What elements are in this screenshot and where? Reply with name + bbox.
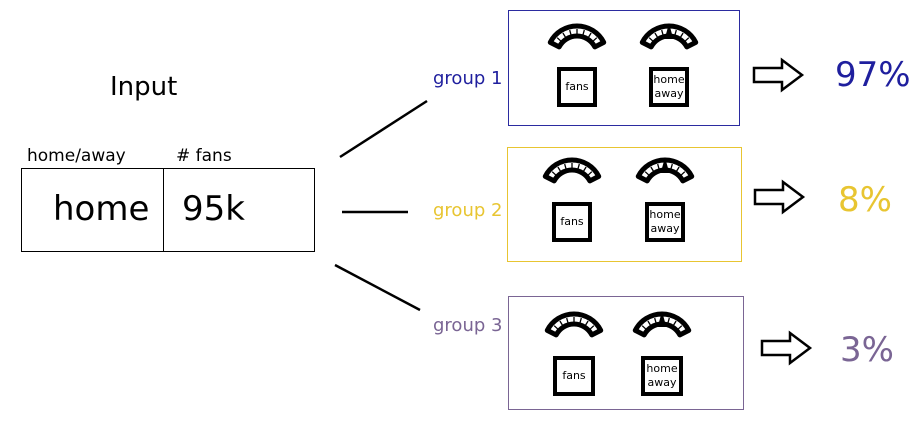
cell-home-away-value: home <box>53 189 150 229</box>
connector-line-group-1 <box>339 99 428 159</box>
gauge-icon <box>635 157 695 184</box>
result-group-2: 8% <box>838 180 892 220</box>
cell-fans-value: 95k <box>182 189 245 229</box>
arrow-right-icon <box>760 330 813 366</box>
result-group-3: 3% <box>840 330 894 370</box>
arrow-right-icon <box>753 179 806 215</box>
gauge-icon <box>544 311 604 338</box>
gauge-icon <box>547 23 607 50</box>
column-label-fans: # fans <box>176 146 232 166</box>
meter-label-fans-2: fans <box>552 202 592 242</box>
meter-label-home-away-1: home away <box>649 67 689 107</box>
group-box-1 <box>508 10 740 126</box>
gauge-icon <box>542 157 602 184</box>
group-label-3: group 3 <box>433 315 503 336</box>
cell-divider <box>163 169 164 251</box>
connector-line-group-3 <box>334 263 421 312</box>
gauge-icon <box>639 23 699 50</box>
arrow-right-icon <box>752 57 805 93</box>
input-table: home 95k <box>21 168 315 252</box>
group-box-2 <box>507 147 742 262</box>
meter-label-home-away-2: home away <box>645 202 685 242</box>
group-box-3 <box>508 296 744 410</box>
input-title: Input <box>110 72 178 102</box>
group-label-2: group 2 <box>433 200 503 221</box>
result-group-1: 97% <box>835 55 911 95</box>
group-label-1: group 1 <box>433 68 503 89</box>
meter-label-fans-1: fans <box>557 67 597 107</box>
column-label-home-away: home/away <box>27 146 126 166</box>
gauge-icon <box>632 311 692 338</box>
meter-label-fans-3: fans <box>553 356 595 396</box>
meter-label-home-away-3: home away <box>641 356 683 396</box>
